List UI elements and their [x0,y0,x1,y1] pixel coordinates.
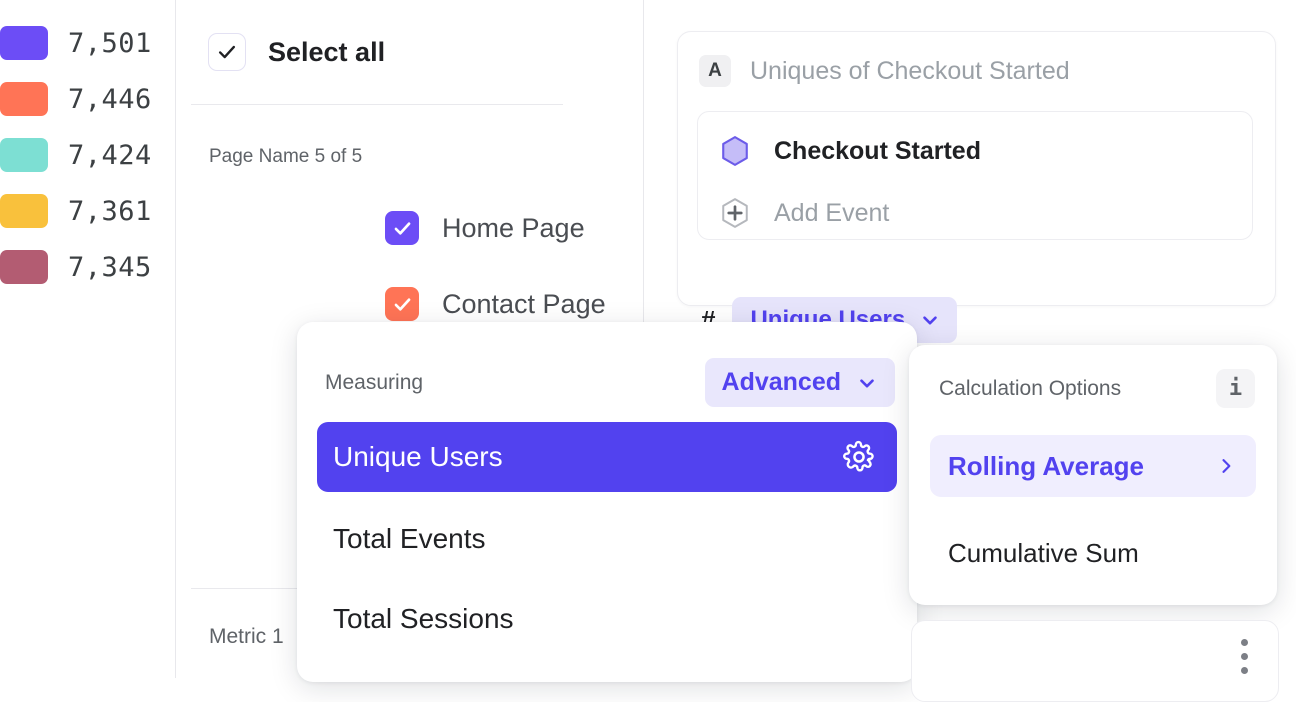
metric-label: Metric 1 [209,625,284,648]
legend-value: 7,361 [68,195,152,227]
measuring-dropdown: Measuring Advanced Unique Users Total Ev… [297,322,917,682]
legend-item[interactable]: 7,424 [0,138,152,172]
more-options-icon[interactable] [1241,639,1248,674]
kebab-dot [1241,639,1248,646]
legend-value: 7,446 [68,83,152,115]
group-label: Page Name 5 of 5 [209,146,363,167]
calculation-item-label: Rolling Average [948,450,1145,481]
measuring-item-total-sessions[interactable]: Total Sessions [317,584,897,654]
kebab-dot [1241,653,1248,660]
query-builder-card: A Uniques of Checkout Started Checkout S… [677,31,1276,343]
calculation-options-title: Calculation Options [939,376,1122,400]
calculation-item-label: Cumulative Sum [948,537,1139,568]
events-container: Checkout Started Add Event [697,111,1253,240]
gear-icon[interactable] [842,440,876,474]
measuring-label: Measuring [325,370,424,394]
select-all-checkbox[interactable] [208,33,246,71]
kebab-dot [1241,667,1248,674]
hexagon-event-icon [722,136,748,166]
page-item-home-page[interactable]: Home Page [385,211,585,245]
page-item-contact-page[interactable]: Contact Page [385,287,606,321]
measuring-item-label: Unique Users [333,441,503,472]
measuring-header: Measuring Advanced [325,358,895,407]
legend-swatch [0,138,48,172]
add-event-label: Add Event [774,198,890,227]
chart-legend: 7,501 7,446 7,424 7,361 7,345 [0,0,176,678]
measuring-item-unique-users[interactable]: Unique Users [317,422,897,492]
measuring-item-label: Total Events [333,523,486,554]
checkmark-icon [394,221,410,235]
metric-title-row[interactable]: A Uniques of Checkout Started [699,55,1070,87]
calculation-options-submenu: Calculation Options i Rolling Average Cu… [909,345,1277,605]
add-event-hexagon-icon [722,198,748,228]
panel-divider-left [175,0,176,678]
legend-value: 7,424 [68,139,152,171]
page-checkbox[interactable] [385,287,419,321]
legend-value: 7,501 [68,27,152,59]
calculation-options-header: Calculation Options i [939,369,1255,408]
legend-swatch [0,194,48,228]
select-all-row[interactable]: Select all [208,33,385,71]
legend-swatch [0,26,48,60]
advanced-mode-dropdown[interactable]: Advanced [704,358,895,407]
measuring-item-label: Total Sessions [333,603,514,634]
legend-item[interactable]: 7,361 [0,194,152,228]
advanced-mode-label: Advanced [721,368,841,396]
add-event-row[interactable]: Add Event [718,196,889,230]
calculation-item-cumulative-sum[interactable]: Cumulative Sum [930,522,1256,584]
page-label: Contact Page [442,288,606,319]
measuring-item-total-events[interactable]: Total Events [317,504,897,574]
select-all-label: Select all [268,36,386,67]
info-icon[interactable]: i [1216,369,1255,408]
event-item-checkout-started[interactable]: Checkout Started [718,134,981,168]
legend-swatch [0,82,48,116]
event-name: Checkout Started [774,136,981,165]
calculation-item-rolling-average[interactable]: Rolling Average [930,435,1256,497]
legend-swatch [0,250,48,284]
chevron-down-icon [860,378,874,387]
metric-letter-badge: A [699,55,731,87]
legend-value: 7,345 [68,251,152,283]
page-checkbox[interactable] [385,211,419,245]
secondary-metric-card [911,620,1279,702]
checkmark-icon [394,297,410,311]
chevron-down-icon [923,316,937,325]
page-label: Home Page [442,212,585,243]
panel-divider-top [191,104,563,105]
metric-title: Uniques of Checkout Started [750,56,1070,85]
legend-item[interactable]: 7,446 [0,82,152,116]
chevron-right-icon [1222,459,1231,473]
checkmark-icon [218,45,236,59]
legend-item[interactable]: 7,501 [0,26,152,60]
legend-item[interactable]: 7,345 [0,250,152,284]
